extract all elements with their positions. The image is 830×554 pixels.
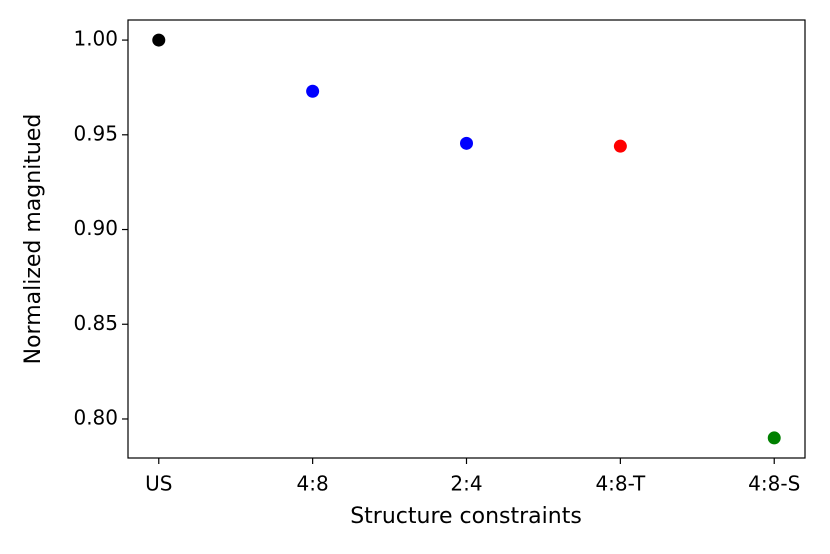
x-tick-label: 2:4 bbox=[450, 472, 482, 496]
point bbox=[306, 84, 320, 98]
x-axis-label: Structure constraints bbox=[350, 504, 582, 529]
y-tick-label: 0.90 bbox=[73, 216, 118, 240]
plot-frame bbox=[127, 19, 806, 459]
point bbox=[767, 431, 781, 445]
x-tick-label: 4:8 bbox=[297, 472, 329, 496]
point bbox=[152, 33, 166, 47]
x-tick-label: US bbox=[145, 472, 172, 496]
y-tick-label: 0.95 bbox=[73, 121, 118, 145]
x-tick-label: 4:8-T bbox=[595, 472, 646, 496]
y-tick-label: 0.80 bbox=[73, 405, 118, 429]
y-tick-label: 1.00 bbox=[73, 27, 118, 51]
y-tick-label: 0.85 bbox=[73, 311, 118, 335]
x-tick-label: 4:8-S bbox=[748, 472, 800, 496]
y-axis-label: Normalized magnitued bbox=[21, 114, 46, 365]
point bbox=[460, 136, 473, 150]
point bbox=[613, 139, 627, 153]
